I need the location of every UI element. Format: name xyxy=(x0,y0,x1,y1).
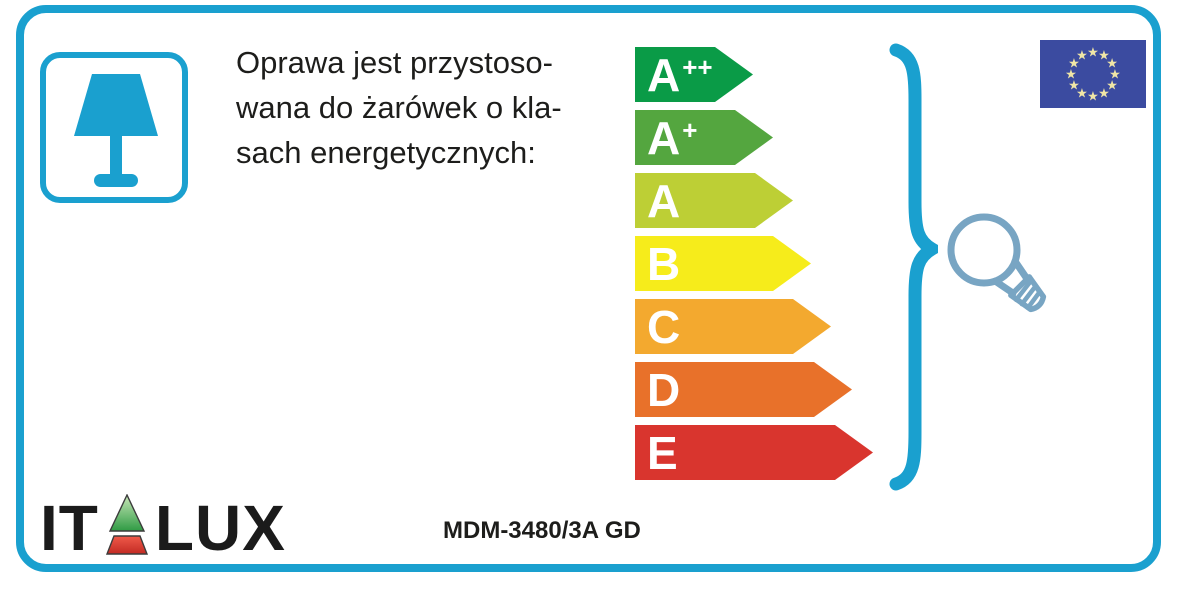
energy-class-label: B xyxy=(647,237,681,290)
energy-class-label: D xyxy=(647,363,681,416)
eu-star-icon: ★ xyxy=(1098,47,1110,63)
energy-class-arrow-A+: A+ xyxy=(635,110,773,165)
eu-star-icon: ★ xyxy=(1076,85,1088,101)
energy-class-arrow-B: B xyxy=(635,236,811,291)
table-lamp-icon xyxy=(74,74,158,187)
energy-class-arrow-A: A xyxy=(635,173,793,228)
eu-star-icon: ★ xyxy=(1087,44,1099,60)
eu-star-icon: ★ xyxy=(1106,55,1118,71)
eu-star-icon: ★ xyxy=(1098,85,1110,101)
lamp-pictogram-box xyxy=(40,52,188,203)
description-line-1: Oprawa jest przystoso- xyxy=(236,45,553,80)
energy-class-arrow-E: E xyxy=(635,425,873,480)
brand-text-left: IT xyxy=(40,492,99,565)
eu-star-icon: ★ xyxy=(1106,77,1118,93)
energy-class-label: A++ xyxy=(647,48,713,101)
energy-class-arrow-C: C xyxy=(635,299,831,354)
eu-star-icon: ★ xyxy=(1076,47,1088,63)
description-line-3: sach energetycznych: xyxy=(236,135,536,170)
eu-star-icon: ★ xyxy=(1065,66,1077,82)
light-bulb-icon xyxy=(947,213,1047,313)
eu-flag-icon: ★ ★ ★ ★ ★ ★ ★ ★ ★ ★ ★ ★ xyxy=(1040,40,1146,108)
eu-star-icon: ★ xyxy=(1109,66,1121,82)
eu-star-icon: ★ xyxy=(1068,77,1080,93)
energy-class-label: A+ xyxy=(647,111,698,164)
curly-brace-icon xyxy=(889,43,938,491)
energy-class-list: A++ A+ A B C D E xyxy=(635,47,873,488)
energy-class-label: E xyxy=(647,426,678,479)
brand-text-right: LUX xyxy=(154,492,286,565)
energy-class-arrow-A++: A++ xyxy=(635,47,753,102)
product-code: MDM-3480/3A GD xyxy=(443,517,641,544)
description-line-2: wana do żarówek o kla- xyxy=(236,90,562,125)
eu-star-icon: ★ xyxy=(1068,55,1080,71)
brand-logo: IT LUX xyxy=(40,492,286,565)
energy-class-arrow-D: D xyxy=(635,362,852,417)
eu-star-icon: ★ xyxy=(1087,88,1099,104)
energy-class-label: A xyxy=(647,174,681,227)
label-border xyxy=(16,5,1161,572)
energy-class-label: C xyxy=(647,300,681,353)
description-text: Oprawa jest przystoso- wana do żarówek o… xyxy=(236,40,562,175)
brand-triangle-icon xyxy=(105,494,148,555)
